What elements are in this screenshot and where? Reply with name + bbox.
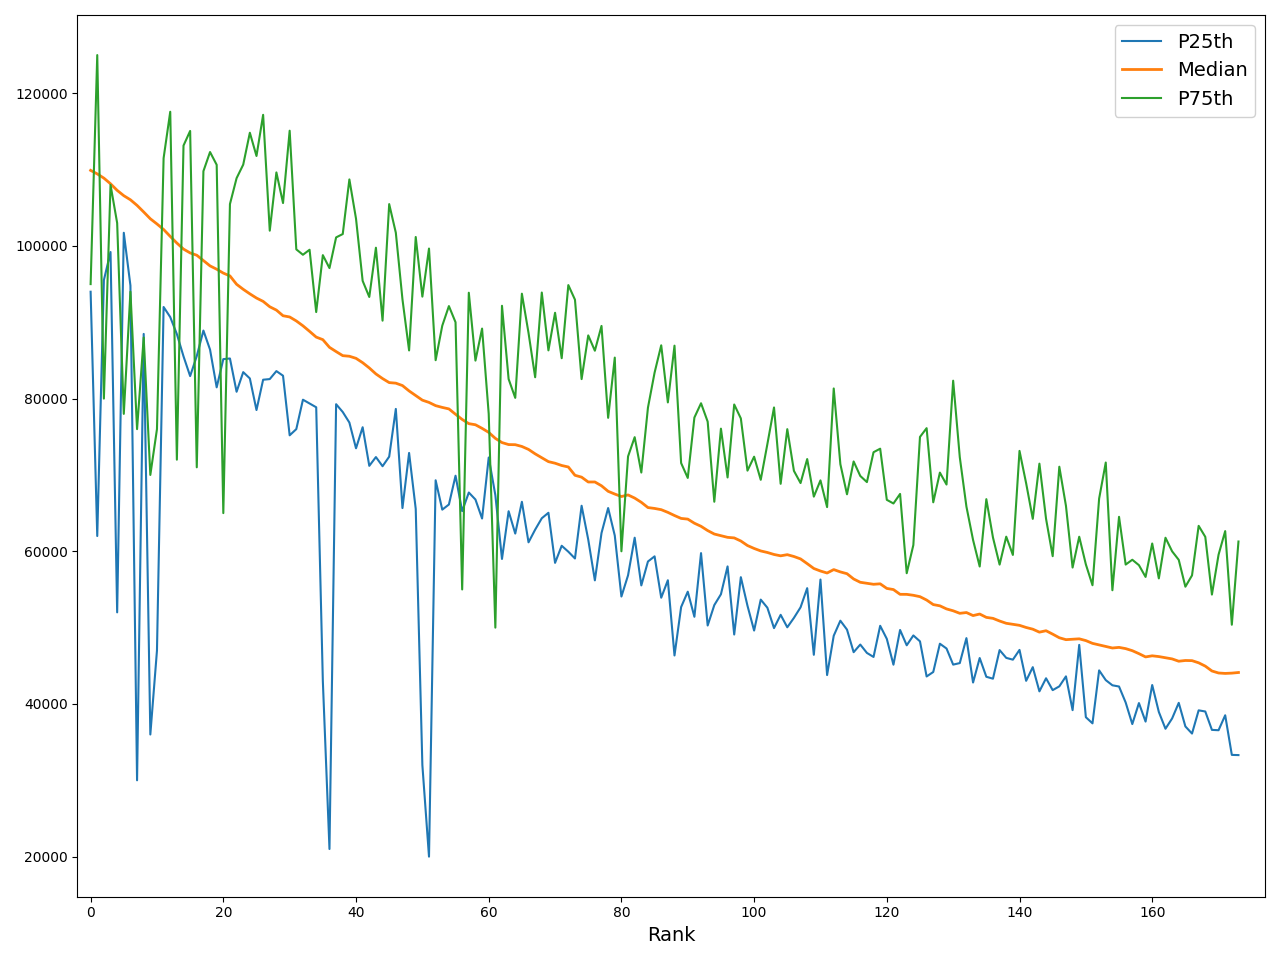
Median	[83, 164, 99, 176]
P75th	[83, 278, 99, 290]
P75th	[90, 49, 105, 60]
X-axis label: Rank: Rank	[646, 926, 695, 945]
Median	[202, 260, 218, 272]
Line: Median: Median	[91, 170, 1239, 673]
P25th	[116, 227, 132, 238]
Median	[1231, 667, 1247, 679]
P75th	[1231, 536, 1247, 547]
Median	[932, 600, 947, 612]
Line: P75th: P75th	[91, 55, 1239, 628]
P25th	[96, 275, 111, 286]
Median	[129, 200, 145, 211]
Median	[1217, 667, 1233, 679]
P25th	[83, 286, 99, 298]
P75th	[852, 470, 868, 482]
P25th	[421, 851, 436, 862]
Legend: P25th, Median, P75th: P25th, Median, P75th	[1115, 25, 1256, 117]
P25th	[713, 588, 728, 600]
P75th	[713, 423, 728, 435]
Median	[700, 525, 716, 537]
Median	[840, 568, 855, 580]
P75th	[946, 375, 961, 387]
P25th	[1231, 750, 1247, 761]
P25th	[852, 638, 868, 650]
P75th	[102, 180, 118, 191]
P25th	[136, 328, 151, 340]
P75th	[136, 332, 151, 344]
Line: P25th: P25th	[91, 232, 1239, 856]
P25th	[946, 659, 961, 670]
P75th	[209, 159, 224, 171]
P75th	[488, 622, 503, 634]
Median	[96, 173, 111, 184]
P25th	[209, 381, 224, 393]
